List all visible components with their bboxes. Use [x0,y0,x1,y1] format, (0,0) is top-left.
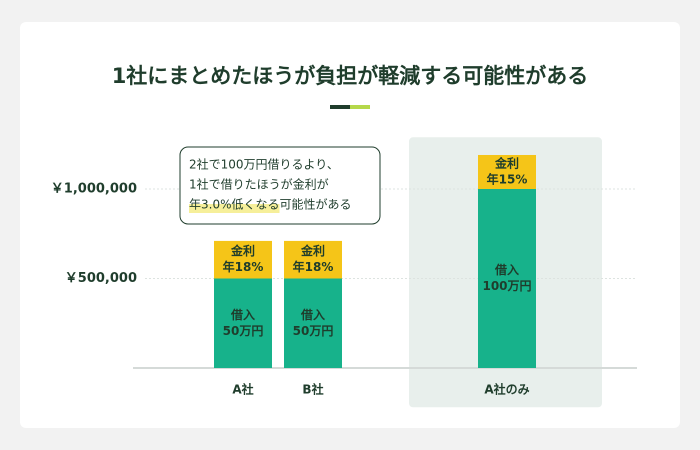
bar-segment [284,278,342,368]
x-tick-label: A社のみ [484,382,529,397]
bar-segment [478,154,536,189]
segment-label: 年18% [223,259,264,274]
segment-label: 100万円 [482,279,531,293]
callout-text: 1社で借りたほうが金利が [189,177,329,192]
bar-segment [478,189,536,368]
bar-segment [214,240,272,279]
callout-text: 可能性がある [280,197,352,212]
segment-name: 借入 [230,307,255,322]
bar-segment [284,240,342,279]
segment-label: 50万円 [223,324,264,338]
title-deco [330,105,350,109]
segment-name: 金利 [494,155,519,170]
segment-label: 50万円 [293,324,334,338]
callout-text: 2社で100万円借りるより、 [189,157,339,172]
segment-name: 金利 [230,243,255,258]
segment-label: 年18% [293,259,334,274]
x-tick-label: A社 [232,382,253,397]
callout-highlight [189,204,280,213]
segment-name: 借入 [300,307,325,322]
callout-highlight-text: 年3.0%低くなる [189,198,280,212]
segment-name: 金利 [300,243,325,258]
segment-label: 年15% [487,171,528,186]
x-tick-label: B社 [302,382,323,397]
bar-segment [214,278,272,368]
y-tick-label: ￥500,000 [65,271,137,286]
title-deco [350,105,370,109]
y-tick-label: ￥1,000,000 [51,182,137,197]
segment-name: 借入 [494,262,519,277]
chart-title: 1社にまとめたほうが負担が軽減する可能性がある [112,64,589,88]
